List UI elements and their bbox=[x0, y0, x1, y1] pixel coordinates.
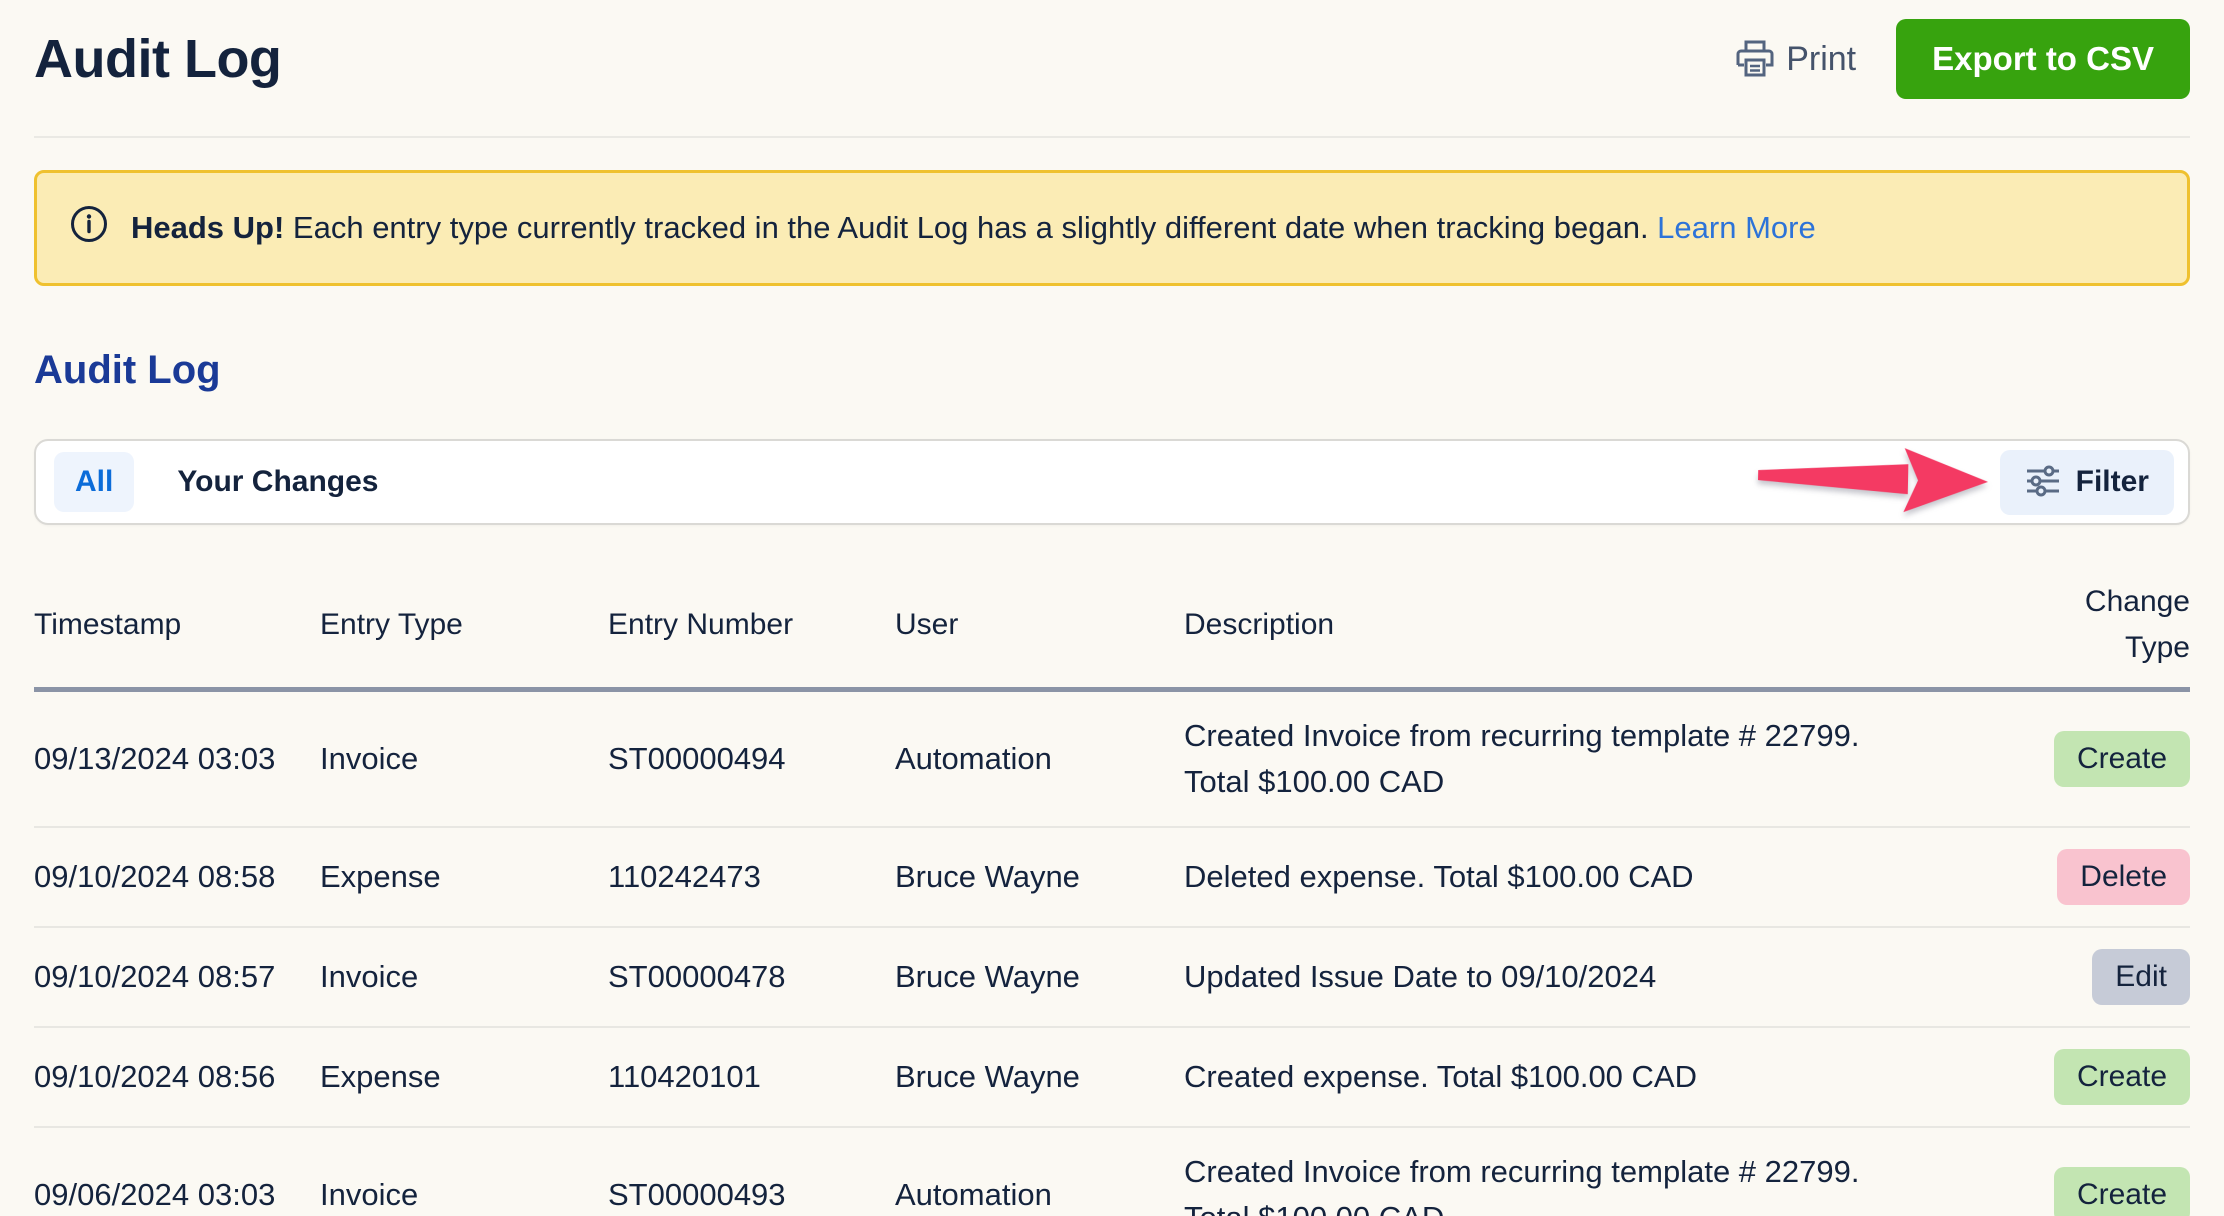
filter-bar-wrap: All Your Changes Filter bbox=[34, 439, 2190, 525]
audit-log-table: Timestamp Entry Type Entry Number User D… bbox=[34, 567, 2190, 1216]
cell-timestamp: 09/10/2024 08:58 bbox=[34, 859, 276, 894]
column-header-entry-type: Entry Type bbox=[320, 608, 463, 641]
status-badge: Create bbox=[2053, 731, 2190, 787]
cell-entry-number: ST00000478 bbox=[608, 959, 786, 994]
table-row: 09/10/2024 08:56 Expense 110420101 Bruce… bbox=[34, 1028, 2190, 1128]
print-button[interactable]: Print bbox=[1734, 39, 1856, 79]
cell-entry-number: ST00000493 bbox=[608, 1177, 786, 1212]
cell-timestamp: 09/13/2024 03:03 bbox=[34, 741, 276, 776]
cell-user: Bruce Wayne bbox=[895, 859, 1080, 894]
column-header-entry-number: Entry Number bbox=[608, 608, 794, 641]
status-badge: Create bbox=[2053, 1049, 2190, 1105]
status-badge: Create bbox=[2053, 1167, 2190, 1216]
cell-change-type: Delete bbox=[2030, 828, 2190, 926]
tab-all[interactable]: All bbox=[54, 452, 135, 512]
export-to-csv-button[interactable]: Export to CSV bbox=[1896, 19, 2190, 99]
status-badge: Edit bbox=[2092, 949, 2190, 1005]
cell-timestamp: 09/10/2024 08:57 bbox=[34, 959, 276, 994]
cell-user: Bruce Wayne bbox=[895, 959, 1080, 994]
cell-entry-number: 110420101 bbox=[608, 1059, 761, 1094]
cell-timestamp: 09/06/2024 03:03 bbox=[34, 1177, 276, 1212]
cell-entry-number: ST00000494 bbox=[608, 741, 786, 776]
cell-user: Automation bbox=[895, 741, 1052, 776]
cell-description: Created Invoice from recurring template … bbox=[1184, 1154, 1860, 1216]
heads-up-banner: Heads Up! Each entry type currently trac… bbox=[34, 170, 2190, 286]
filter-button[interactable]: Filter bbox=[1999, 449, 2174, 515]
cell-user: Bruce Wayne bbox=[895, 1059, 1080, 1094]
cell-change-type: Create bbox=[2030, 710, 2190, 808]
info-circle-icon bbox=[69, 204, 109, 252]
cell-entry-type: Expense bbox=[320, 859, 441, 894]
cell-description: Created Invoice from recurring template … bbox=[1184, 718, 1860, 799]
printer-icon bbox=[1734, 39, 1776, 79]
table-row: 09/13/2024 03:03 Invoice ST00000494 Auto… bbox=[34, 692, 2190, 828]
page-header: Audit Log Print Export to CSV bbox=[34, 0, 2190, 99]
table-row: 09/10/2024 08:57 Invoice ST00000478 Bruc… bbox=[34, 928, 2190, 1028]
table-row: 09/10/2024 08:58 Expense 110242473 Bruce… bbox=[34, 828, 2190, 928]
cell-change-type: Edit bbox=[2030, 928, 2190, 1026]
cell-entry-type: Expense bbox=[320, 1059, 441, 1094]
cell-change-type: Create bbox=[2030, 1146, 2190, 1216]
learn-more-link[interactable]: Learn More bbox=[1657, 210, 1816, 245]
print-label: Print bbox=[1786, 39, 1857, 78]
cell-description: Created expense. Total $100.00 CAD bbox=[1184, 1059, 1697, 1094]
banner-text: Heads Up! Each entry type currently trac… bbox=[131, 210, 1816, 246]
filter-sliders-icon bbox=[2025, 464, 2061, 501]
table-body: 09/13/2024 03:03 Invoice ST00000494 Auto… bbox=[34, 692, 2190, 1216]
column-header-user: User bbox=[895, 608, 959, 641]
section-title: Audit Log bbox=[34, 348, 221, 392]
cell-entry-type: Invoice bbox=[320, 959, 419, 994]
banner-bold-text: Heads Up! bbox=[131, 210, 285, 245]
cell-timestamp: 09/10/2024 08:56 bbox=[34, 1059, 276, 1094]
cell-entry-type: Invoice bbox=[320, 741, 419, 776]
table-header-row: Timestamp Entry Type Entry Number User D… bbox=[34, 567, 2190, 692]
cell-change-type: Create bbox=[2030, 1028, 2190, 1126]
tab-your-changes[interactable]: Your Changes bbox=[156, 452, 399, 512]
banner-body-text: Each entry type currently tracked in the… bbox=[284, 210, 1658, 245]
table-row: 09/06/2024 03:03 Invoice ST00000493 Auto… bbox=[34, 1128, 2190, 1216]
page-title: Audit Log bbox=[34, 29, 282, 89]
cell-user: Automation bbox=[895, 1177, 1052, 1212]
status-badge: Delete bbox=[2057, 849, 2190, 905]
cell-description: Updated Issue Date to 09/10/2024 bbox=[1184, 959, 1657, 994]
column-header-description: Description bbox=[1184, 608, 1335, 641]
filter-bar: All Your Changes Filter bbox=[34, 439, 2190, 525]
filter-label: Filter bbox=[2075, 465, 2149, 498]
column-header-change-type: Change Type bbox=[2084, 585, 2190, 664]
cell-description: Deleted expense. Total $100.00 CAD bbox=[1184, 859, 1694, 894]
header-actions: Print Export to CSV bbox=[1734, 19, 2190, 99]
cell-entry-type: Invoice bbox=[320, 1177, 419, 1212]
header-divider bbox=[34, 136, 2190, 138]
column-header-timestamp: Timestamp bbox=[34, 608, 182, 641]
cell-entry-number: 110242473 bbox=[608, 859, 761, 894]
